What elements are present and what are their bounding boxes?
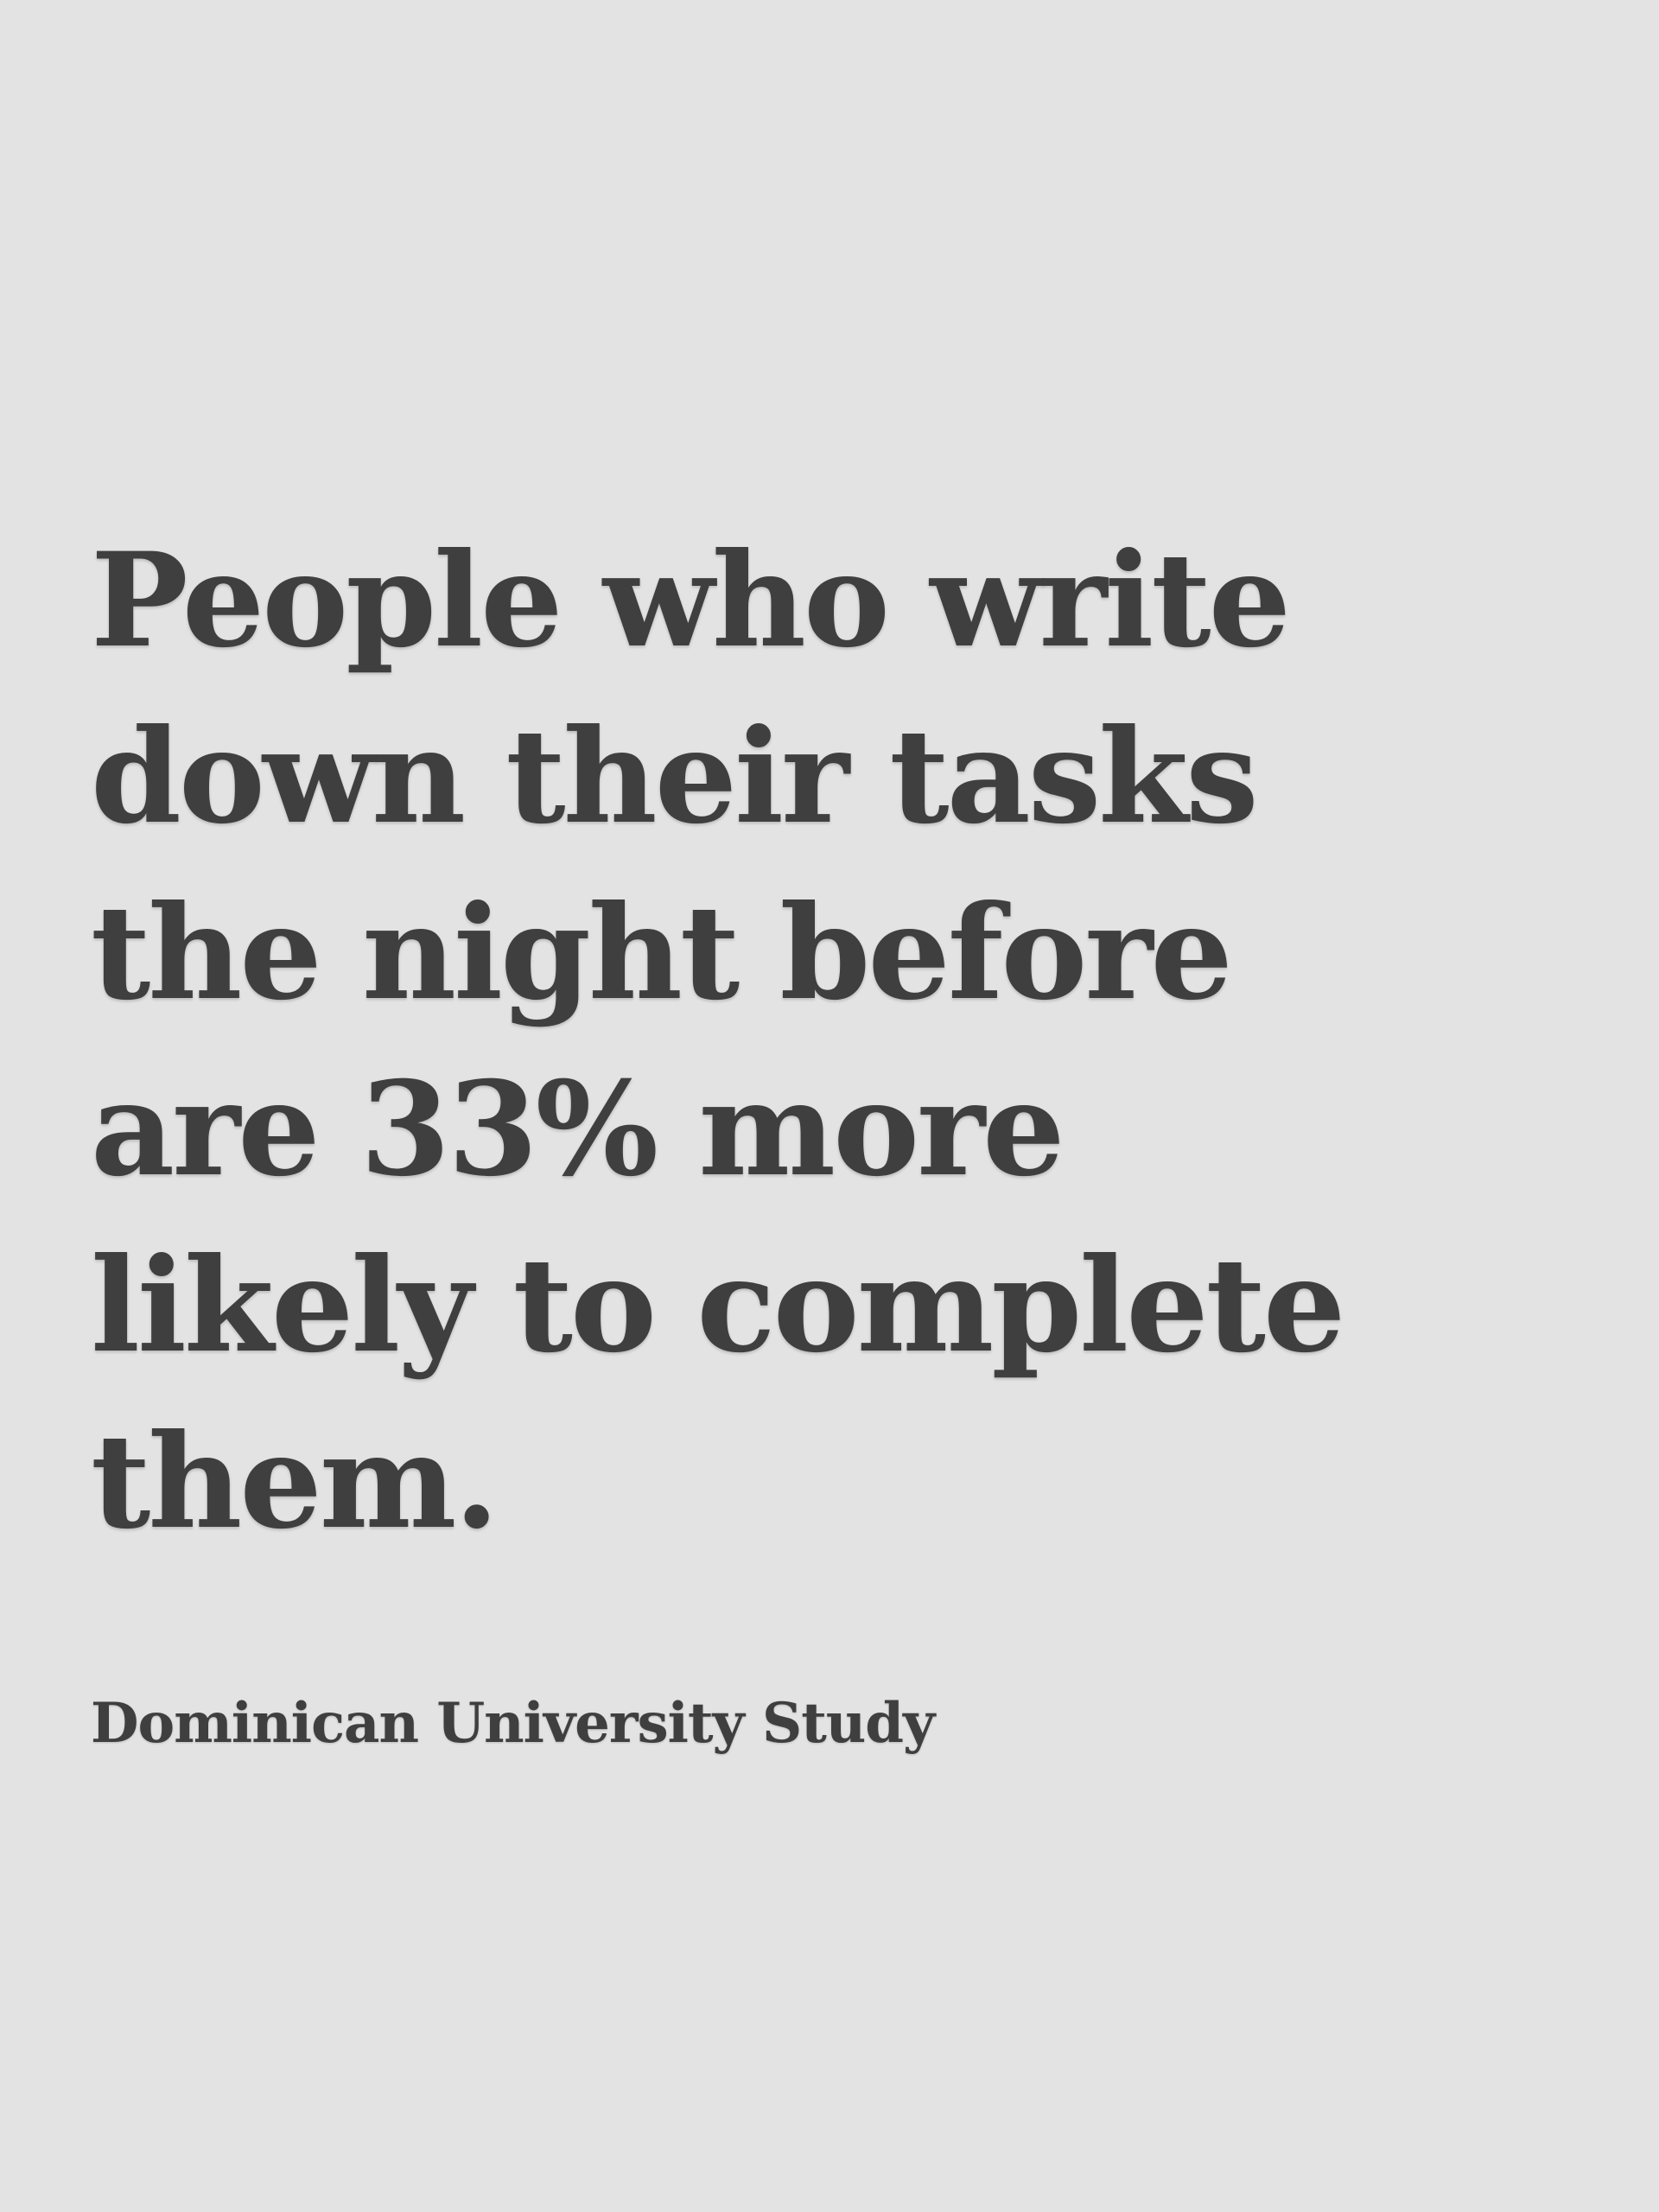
quote-line: likely to complete	[91, 1230, 1345, 1382]
quote-line: are 33% more	[91, 1053, 1065, 1205]
quote-text: People who write down their tasks the ni…	[91, 512, 1611, 1570]
quote-line: down their tasks	[91, 701, 1259, 853]
quote-line: them.	[91, 1406, 499, 1558]
quote-line: the night before	[91, 877, 1233, 1029]
quote-line: People who write	[91, 524, 1291, 677]
quote-source: Dominican University Study	[91, 1691, 935, 1756]
